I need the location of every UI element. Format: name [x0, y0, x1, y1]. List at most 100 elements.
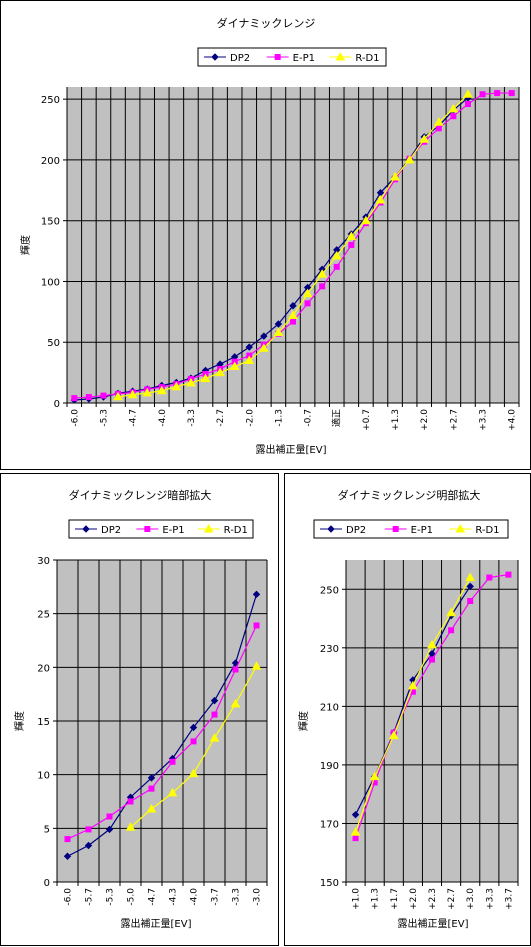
data-point-E-P1	[190, 738, 197, 745]
ytick-label: 230	[320, 644, 339, 655]
data-point-DP2	[252, 590, 261, 599]
legend-entry-E-P1: E-P1	[162, 525, 184, 536]
ytick-label: 250	[41, 95, 60, 106]
data-point-R-D1	[419, 134, 430, 143]
ytick-label: 150	[41, 217, 60, 228]
plot-area	[67, 87, 519, 403]
legend-entry-DP2: DP2	[230, 53, 250, 64]
data-point-E-P1	[464, 101, 471, 108]
data-point-R-D1	[229, 361, 240, 371]
xtick-label: -4.7	[148, 888, 158, 906]
legend-entry-R-D1: R-D1	[355, 53, 379, 64]
chart-title: ダイナミックレンジ明部拡大	[338, 488, 481, 502]
chart-dynamic-range: ダイナミックレンジ DP2 E-P1 R-D1 0 50 100 150 200 250 -6.0 -…	[19, 16, 520, 456]
data-point-R-D1	[346, 231, 357, 240]
xtick-label: +0.7	[362, 409, 372, 431]
data-point-E-P1	[64, 836, 71, 843]
data-point-E-P1	[479, 91, 486, 98]
legend-entry-E-P1: E-P1	[411, 525, 433, 536]
data-point-R-D1	[215, 367, 225, 377]
data-point-R-D1	[433, 117, 444, 126]
legend-marker-DP2	[82, 525, 90, 533]
legend-marker-E-P1	[144, 526, 151, 532]
data-point-R-D1	[448, 103, 459, 113]
data-point-R-D1	[388, 730, 399, 740]
xtick-label: -1.3	[274, 409, 284, 427]
data-point-R-D1	[350, 827, 361, 836]
data-point-E-P1	[429, 656, 435, 663]
data-point-E-P1	[85, 826, 92, 833]
data-point-R-D1	[167, 787, 178, 797]
data-point-E-P1	[435, 125, 442, 132]
legend-marker-E-P1	[274, 54, 281, 60]
xtick-label: -5.3	[106, 888, 116, 906]
xtick-label: -3.0	[253, 888, 263, 906]
data-point-DP2	[84, 841, 93, 850]
ytick-label: 20	[37, 663, 50, 674]
data-point-R-D1	[142, 387, 153, 397]
data-point-DP2	[105, 825, 114, 834]
ytick-label: 210	[320, 702, 339, 713]
ytick-label: 190	[320, 761, 339, 772]
xtick-label: -2.7	[216, 409, 226, 427]
series-line-E-P1	[67, 625, 258, 840]
xtick-label: -4.0	[190, 888, 200, 906]
xtick-label: +2.3	[428, 888, 438, 910]
ytick-label: 25	[37, 610, 50, 621]
xtick-label: -5.3	[99, 409, 109, 427]
data-point-R-D1	[408, 680, 418, 690]
ytick-label: 30	[37, 556, 50, 567]
data-point-R-D1	[251, 661, 262, 670]
data-point-E-P1	[148, 785, 155, 792]
xtick-label: +3.3	[485, 888, 495, 910]
data-point-DP2	[63, 852, 72, 860]
data-point-R-D1	[331, 250, 342, 260]
xtick-label: -5.0	[127, 888, 137, 906]
xtick-label: -2.0	[245, 409, 255, 427]
legend-entry-E-P1: E-P1	[293, 53, 315, 64]
data-point-R-D1	[127, 389, 138, 399]
ytick-label: 15	[37, 717, 50, 728]
data-point-R-D1	[375, 195, 386, 204]
xtick-label: +2.0	[420, 409, 430, 431]
data-point-E-P1	[304, 300, 311, 307]
data-point-DP2	[189, 723, 198, 732]
data-point-E-P1	[352, 835, 359, 842]
data-point-R-D1	[186, 377, 196, 387]
xtick-label: -3.3	[187, 409, 197, 427]
xtick-label: -3.3	[232, 888, 242, 906]
chart-title: ダイナミックレンジ暗部拡大	[69, 488, 212, 502]
data-point-R-D1	[302, 288, 313, 298]
data-point-DP2	[466, 582, 474, 591]
legend-entry-R-D1: R-D1	[224, 525, 248, 536]
data-point-DP2	[210, 696, 219, 705]
data-point-E-P1	[232, 666, 239, 673]
data-point-E-P1	[505, 571, 512, 578]
ytick-label: 50	[47, 338, 60, 349]
xtick-label: -6.0	[64, 888, 74, 906]
data-point-E-P1	[319, 283, 326, 290]
data-point-E-P1	[508, 90, 515, 97]
ytick-label: 170	[320, 819, 339, 830]
data-point-E-P1	[169, 758, 176, 765]
data-point-R-D1	[317, 269, 328, 278]
data-point-E-P1	[71, 395, 78, 402]
data-point-E-P1	[348, 242, 355, 248]
legend-marker-R-D1	[335, 51, 346, 61]
data-point-DP2	[289, 302, 297, 310]
data-point-R-D1	[244, 355, 255, 364]
data-point-E-P1	[486, 574, 493, 581]
legend-box	[68, 519, 254, 539]
legend-entry-R-D1: R-D1	[475, 525, 499, 536]
data-point-DP2	[260, 332, 268, 340]
ytick-label: 10	[37, 771, 50, 782]
data-point-R-D1	[230, 698, 241, 708]
legend-marker-DP2	[327, 525, 335, 533]
xtick-label: -0.7	[304, 409, 314, 427]
xtick-label: +2.7	[449, 409, 459, 431]
legend-box	[313, 519, 509, 539]
data-point-E-P1	[450, 113, 457, 120]
ytick-label: 100	[41, 277, 60, 288]
ytick-label: 200	[41, 156, 60, 167]
xtick-label: +2.0	[409, 888, 419, 910]
